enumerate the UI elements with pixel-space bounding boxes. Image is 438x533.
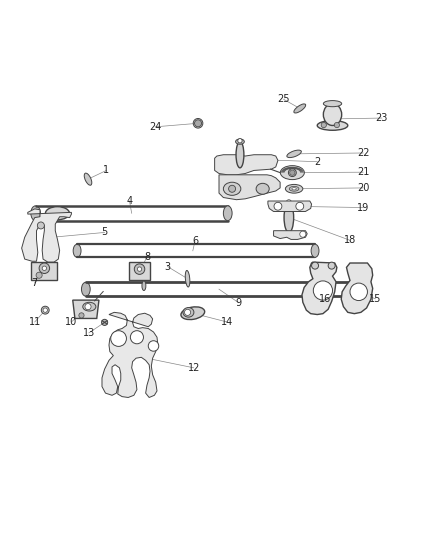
Text: 21: 21	[357, 167, 369, 177]
Circle shape	[286, 200, 291, 205]
Text: 19: 19	[357, 203, 369, 213]
Ellipse shape	[223, 182, 241, 195]
Circle shape	[42, 266, 46, 270]
Text: 16: 16	[318, 294, 331, 304]
Ellipse shape	[236, 142, 244, 168]
Text: 5: 5	[102, 228, 108, 237]
Text: 11: 11	[28, 317, 41, 327]
Ellipse shape	[46, 207, 70, 220]
Ellipse shape	[284, 203, 293, 232]
Text: 18: 18	[344, 235, 356, 245]
Ellipse shape	[236, 139, 244, 144]
Text: 6: 6	[192, 236, 198, 246]
Circle shape	[85, 304, 91, 310]
Polygon shape	[73, 300, 99, 318]
Ellipse shape	[294, 104, 306, 113]
Ellipse shape	[323, 103, 342, 125]
Text: 13: 13	[83, 328, 95, 338]
Circle shape	[311, 262, 318, 269]
Ellipse shape	[31, 206, 40, 221]
Text: 1: 1	[103, 165, 110, 175]
Ellipse shape	[287, 150, 301, 158]
Polygon shape	[302, 262, 337, 314]
Ellipse shape	[323, 101, 342, 107]
Ellipse shape	[289, 187, 299, 191]
Ellipse shape	[317, 120, 348, 130]
Circle shape	[300, 231, 306, 237]
Circle shape	[229, 185, 236, 192]
Ellipse shape	[288, 169, 296, 176]
Ellipse shape	[83, 302, 96, 311]
Circle shape	[296, 203, 304, 210]
Text: 20: 20	[357, 183, 369, 193]
Circle shape	[238, 139, 242, 143]
Circle shape	[328, 262, 335, 269]
Circle shape	[36, 272, 42, 278]
Text: 10: 10	[65, 317, 78, 327]
Polygon shape	[219, 175, 280, 200]
Circle shape	[350, 283, 367, 301]
Ellipse shape	[183, 308, 194, 317]
Circle shape	[79, 313, 84, 318]
Text: 23: 23	[376, 113, 388, 123]
Ellipse shape	[81, 282, 90, 296]
Circle shape	[39, 263, 49, 273]
Polygon shape	[21, 209, 71, 262]
Ellipse shape	[193, 118, 203, 128]
Ellipse shape	[181, 307, 205, 320]
Text: 22: 22	[357, 148, 369, 158]
Ellipse shape	[41, 306, 49, 314]
Ellipse shape	[292, 188, 296, 190]
Text: 9: 9	[236, 298, 242, 308]
Circle shape	[111, 330, 127, 346]
Ellipse shape	[142, 281, 146, 290]
Ellipse shape	[359, 282, 367, 296]
Text: 2: 2	[314, 157, 320, 167]
Ellipse shape	[280, 166, 304, 180]
Text: 14: 14	[221, 317, 233, 327]
Text: 24: 24	[149, 122, 162, 132]
Polygon shape	[31, 262, 57, 280]
Circle shape	[313, 281, 332, 300]
Ellipse shape	[286, 184, 303, 193]
Ellipse shape	[185, 270, 190, 287]
Circle shape	[148, 341, 159, 351]
Text: 8: 8	[144, 252, 150, 262]
Polygon shape	[268, 201, 311, 212]
Ellipse shape	[73, 244, 81, 257]
Ellipse shape	[223, 206, 232, 221]
Text: 3: 3	[164, 262, 170, 271]
Text: 25: 25	[277, 94, 290, 104]
Text: 4: 4	[127, 196, 133, 206]
Circle shape	[194, 120, 201, 127]
Polygon shape	[274, 231, 307, 239]
Polygon shape	[102, 312, 158, 398]
Circle shape	[334, 123, 339, 128]
Ellipse shape	[43, 308, 47, 312]
Circle shape	[321, 123, 326, 128]
Ellipse shape	[311, 244, 319, 257]
Polygon shape	[341, 263, 373, 313]
Text: 12: 12	[187, 363, 200, 373]
Circle shape	[37, 222, 44, 229]
Circle shape	[134, 264, 145, 274]
Circle shape	[274, 203, 282, 210]
Circle shape	[184, 309, 191, 316]
Polygon shape	[129, 262, 150, 280]
Ellipse shape	[102, 319, 108, 326]
Ellipse shape	[256, 183, 269, 194]
Polygon shape	[215, 155, 278, 175]
Ellipse shape	[84, 173, 92, 185]
Circle shape	[138, 267, 142, 271]
Circle shape	[131, 330, 144, 344]
Text: 15: 15	[369, 294, 381, 304]
Circle shape	[290, 170, 295, 175]
Text: 7: 7	[32, 278, 38, 288]
